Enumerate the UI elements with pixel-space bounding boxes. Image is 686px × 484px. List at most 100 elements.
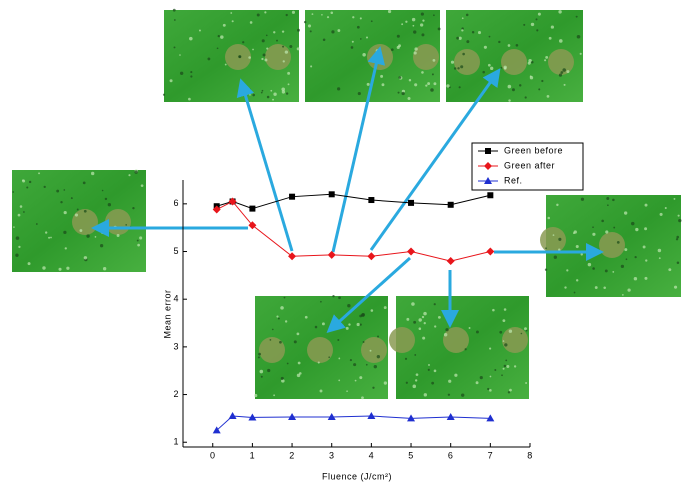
- texture-dot: [286, 92, 288, 94]
- texture-dot: [292, 11, 295, 14]
- texture-dot: [635, 256, 637, 258]
- texture-dot: [438, 27, 441, 30]
- texture-dot: [658, 249, 661, 252]
- texture-dot: [415, 379, 417, 381]
- texture-dot: [101, 232, 103, 234]
- texture-dot: [174, 19, 176, 21]
- texture-dot: [270, 339, 272, 341]
- texture-dot: [430, 88, 434, 92]
- texture-dot: [173, 9, 176, 12]
- texture-dot: [65, 247, 67, 249]
- texture-dot: [549, 37, 552, 40]
- texture-dot: [330, 11, 333, 14]
- texture-dot: [258, 356, 260, 358]
- texture-dot: [278, 318, 280, 320]
- texture-dot: [576, 16, 578, 18]
- texture-dot: [457, 67, 459, 69]
- texture-dot: [273, 31, 275, 33]
- texture-dot: [355, 380, 357, 382]
- texture-dot: [263, 54, 266, 57]
- texture-dot: [276, 40, 278, 42]
- texture-dot: [380, 75, 383, 78]
- texture-dot: [644, 227, 647, 230]
- marker: [229, 412, 237, 419]
- marker: [367, 412, 375, 419]
- texture-dot: [287, 72, 290, 75]
- texture-dot: [367, 83, 370, 86]
- inset-image: [254, 295, 388, 399]
- texture-dot: [617, 241, 620, 244]
- texture-dot: [564, 84, 566, 86]
- texture-dot: [139, 236, 142, 239]
- marker: [447, 413, 455, 420]
- texture-dot: [91, 172, 94, 175]
- texture-dot: [674, 198, 676, 200]
- texture-dot: [337, 87, 340, 90]
- texture-dot: [503, 368, 505, 370]
- texture-dot: [254, 394, 257, 397]
- texture-dot: [232, 20, 234, 22]
- texture-dot: [297, 47, 300, 50]
- texture-dot: [605, 269, 608, 272]
- texture-dot: [514, 365, 516, 367]
- texture-dot: [678, 219, 681, 222]
- texture-dot: [350, 359, 352, 361]
- laser-spot: [72, 209, 98, 235]
- texture-dot: [108, 203, 111, 206]
- texture-dot: [360, 323, 362, 325]
- texture-dot: [315, 326, 318, 329]
- x-tick-label: 1: [250, 450, 256, 460]
- laser-spot: [389, 327, 415, 353]
- texture-dot: [566, 70, 569, 73]
- texture-dot: [190, 75, 192, 77]
- texture-dot: [504, 308, 507, 311]
- texture-dot: [494, 369, 496, 371]
- texture-dot: [525, 382, 527, 384]
- texture-dot: [502, 319, 505, 322]
- texture-dot: [401, 23, 403, 25]
- texture-dot: [413, 385, 417, 389]
- texture-dot: [273, 394, 275, 396]
- texture-dot: [622, 294, 624, 296]
- texture-dot: [634, 277, 637, 280]
- texture-dot: [665, 207, 667, 209]
- texture-dot: [199, 29, 201, 31]
- texture-dot: [607, 204, 609, 206]
- texture-dot: [541, 80, 543, 82]
- legend-label: Ref.: [504, 175, 523, 185]
- series-line: [217, 201, 491, 261]
- texture-dot: [322, 322, 325, 325]
- texture-dot: [674, 286, 677, 289]
- inset-image: [12, 169, 146, 272]
- texture-dot: [281, 377, 284, 380]
- texture-dot: [421, 33, 424, 36]
- texture-dot: [559, 39, 563, 43]
- texture-dot: [384, 306, 387, 309]
- inset-image: [389, 296, 529, 399]
- texture-dot: [544, 59, 546, 61]
- texture-dot: [137, 244, 140, 247]
- texture-dot: [305, 316, 308, 319]
- texture-dot: [624, 211, 627, 214]
- texture-dot: [554, 256, 557, 259]
- texture-dot: [125, 224, 127, 226]
- texture-dot: [163, 94, 165, 96]
- texture-dot: [547, 217, 550, 220]
- texture-dot: [509, 329, 512, 332]
- texture-dot: [361, 313, 365, 317]
- texture-dot: [188, 98, 191, 101]
- laser-spot: [501, 49, 527, 75]
- texture-dot: [422, 337, 425, 340]
- laser-spot: [105, 209, 131, 235]
- texture-dot: [516, 44, 519, 47]
- texture-dot: [252, 49, 254, 51]
- texture-dot: [538, 88, 540, 90]
- texture-dot: [562, 68, 566, 72]
- texture-dot: [414, 47, 417, 50]
- texture-dot: [258, 353, 261, 356]
- texture-dot: [257, 13, 260, 16]
- texture-dot: [411, 302, 415, 306]
- texture-dot: [141, 184, 144, 187]
- texture-dot: [406, 318, 409, 321]
- texture-dot: [489, 36, 491, 38]
